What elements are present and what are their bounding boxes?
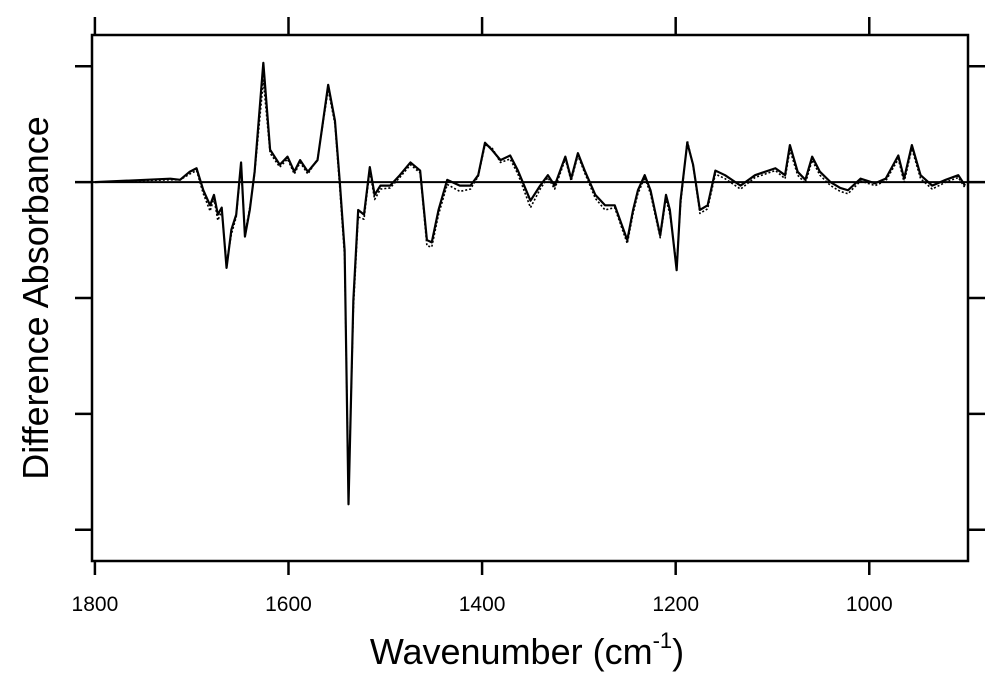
plot-frame	[90, 33, 970, 563]
x-tick-label: 1800	[72, 593, 119, 616]
x-axis-label: Wavenumber (cm-1)	[370, 628, 684, 672]
x-tick-label: 1000	[846, 593, 893, 616]
x-tick-label: 1600	[265, 593, 312, 616]
x-axis-label-main: Wavenumber (cm	[370, 631, 653, 672]
x-tick-label: 1200	[652, 593, 699, 616]
x-axis-label-end: )	[672, 631, 684, 672]
x-tick-label: 1400	[459, 593, 506, 616]
y-axis-label: Difference Absorbance	[15, 116, 56, 480]
x-axis-label-sup: -1	[653, 628, 673, 653]
spectrum-line	[94, 61, 967, 506]
spectrum-line	[94, 79, 966, 496]
